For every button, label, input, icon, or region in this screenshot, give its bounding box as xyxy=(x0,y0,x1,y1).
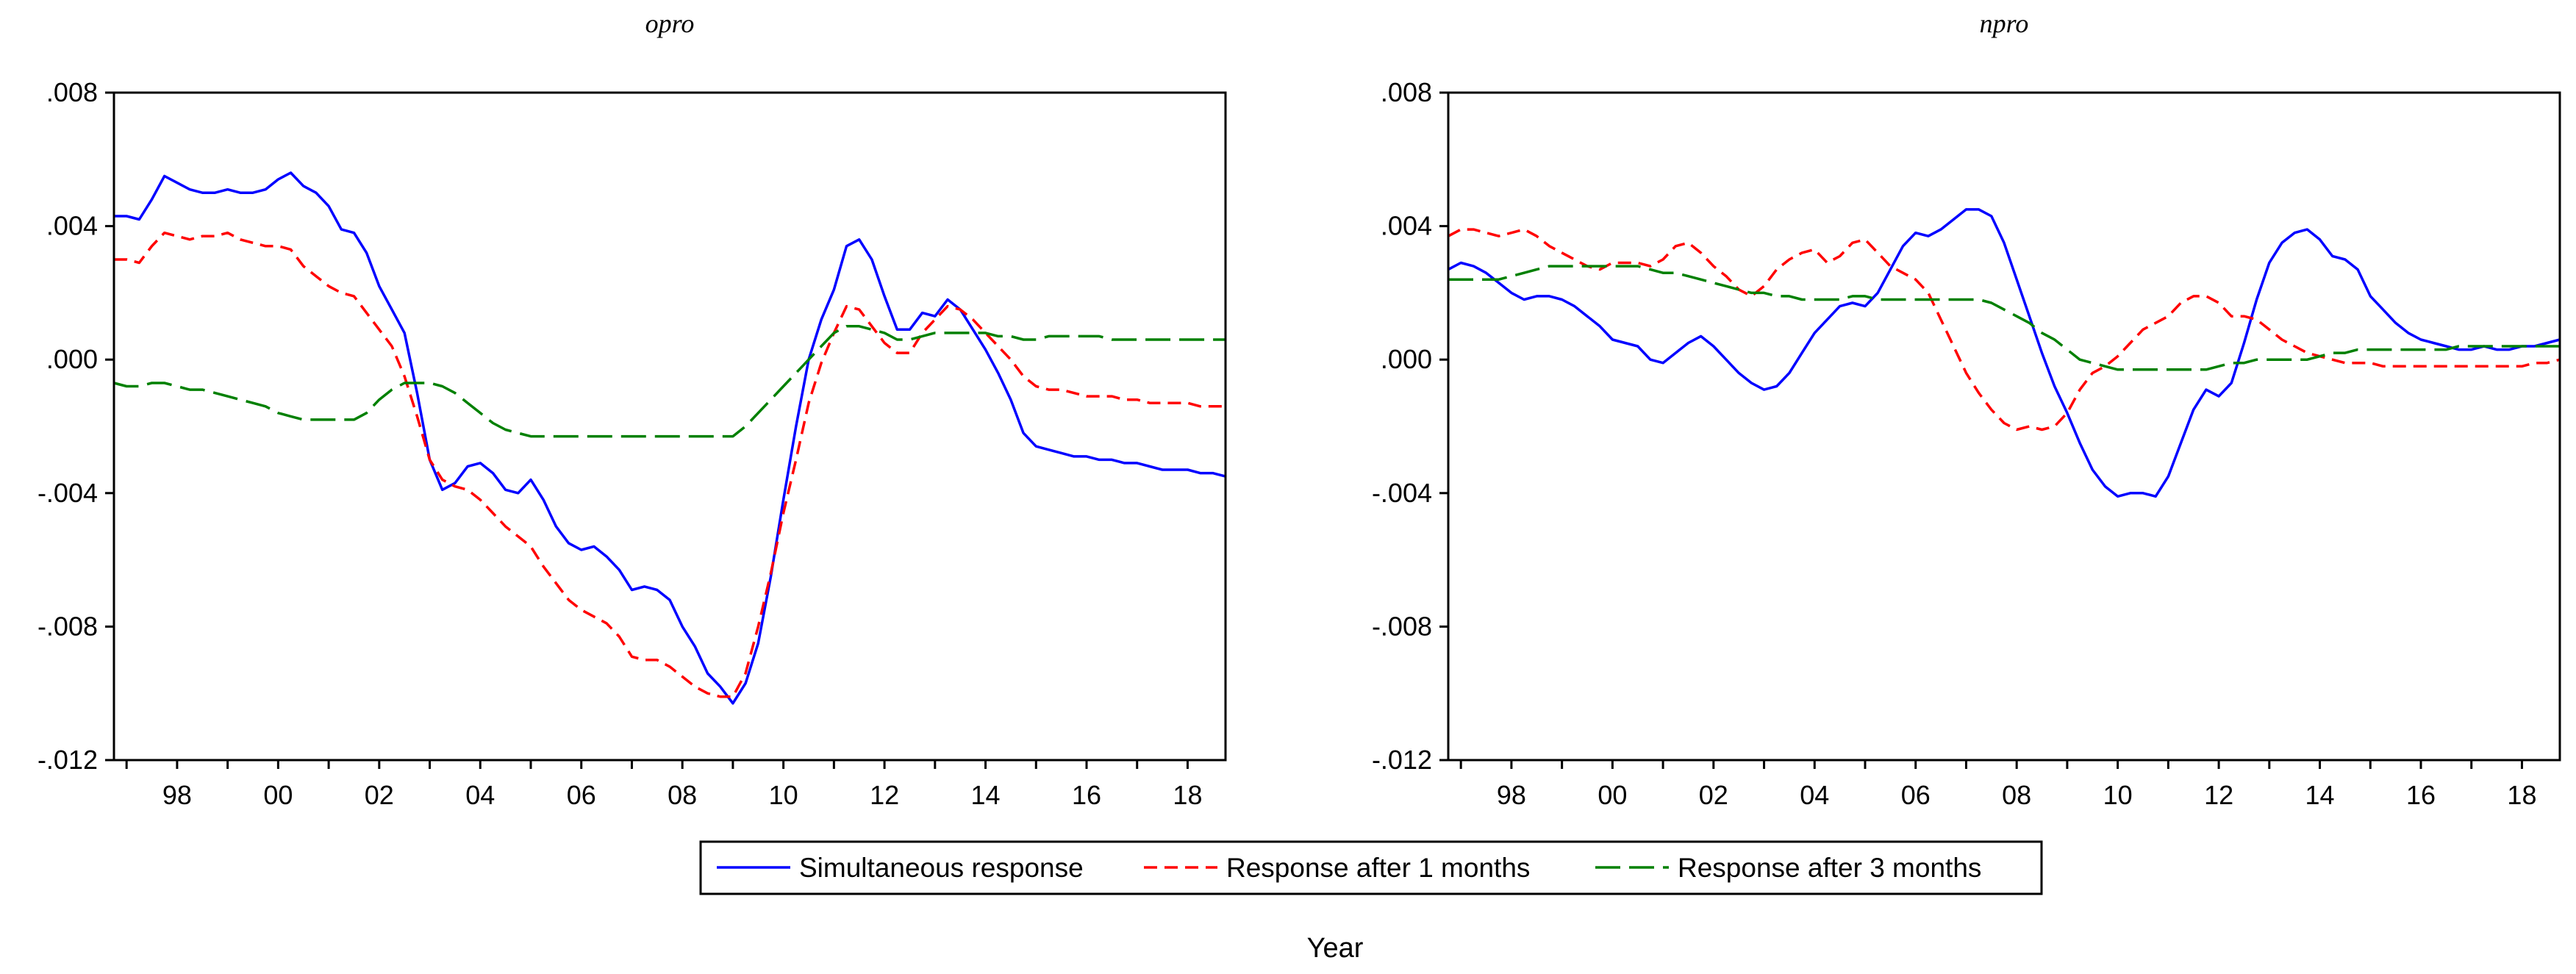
x-tick-label: 10 xyxy=(769,780,798,810)
panel-title: opro xyxy=(645,9,695,38)
series-line-response-after-1-months xyxy=(1448,228,2561,432)
legend-label: Response after 3 months xyxy=(1678,853,1981,883)
series-line-simultaneous-response xyxy=(114,171,1226,705)
x-tick-label: 06 xyxy=(567,780,596,810)
y-tick-label: -.004 xyxy=(37,478,98,508)
x-tick-label: 12 xyxy=(2204,780,2233,810)
panel-npro: npro .008 .004 .000 -.004 -.008 -.012 98 00 02 04 0… xyxy=(1372,9,2561,810)
plot-frame xyxy=(112,91,1227,762)
panel-opro: opro .008 .004 .000 -.004 -.008 -.012 98 00 02 04 0… xyxy=(37,9,1227,810)
y-tick-label: -.004 xyxy=(1372,478,1432,508)
y-tick-label: .004 xyxy=(1381,211,1432,241)
series-line-response-after-3-months xyxy=(1448,265,2560,371)
x-tick-label: 98 xyxy=(1497,780,1526,810)
x-tick-label: 16 xyxy=(1072,780,1101,810)
y-tick-label: -.008 xyxy=(37,611,98,641)
plot-frame xyxy=(1447,91,2561,762)
y-tick-label: .008 xyxy=(1381,77,1432,107)
x-tick-label: 00 xyxy=(1598,780,1627,810)
legend-label: Response after 1 months xyxy=(1226,853,1530,883)
panel-title: npro xyxy=(1980,9,2029,38)
x-tick-label: 04 xyxy=(1800,780,1829,810)
x-tick-label: 08 xyxy=(668,780,697,810)
y-tick-label: -.008 xyxy=(1372,611,1432,641)
x-tick-label: 18 xyxy=(1173,780,1202,810)
x-tick-label: 14 xyxy=(2305,780,2335,810)
x-tick-label: 10 xyxy=(2103,780,2133,810)
y-tick-label: .004 xyxy=(46,211,98,241)
legend-box xyxy=(699,840,2043,895)
x-tick-label: 02 xyxy=(365,780,394,810)
y-tick-label: .000 xyxy=(46,344,98,374)
y-tick-label: .008 xyxy=(46,77,98,107)
x-tick-label: 08 xyxy=(2002,780,2031,810)
y-tick-label: -.012 xyxy=(1372,745,1432,775)
x-tick-label: 02 xyxy=(1699,780,1728,810)
y-tick-label: .000 xyxy=(1381,344,1432,374)
x-tick-label: 12 xyxy=(870,780,899,810)
series-line-response-after-1-months xyxy=(114,231,1226,698)
x-tick-label: 04 xyxy=(465,780,495,810)
x-axis-label: Year xyxy=(1307,933,1364,964)
y-tick-label: -.012 xyxy=(37,745,98,775)
x-tick-label: 16 xyxy=(2406,780,2436,810)
x-tick-label: 06 xyxy=(1901,780,1931,810)
series-line-simultaneous-response xyxy=(1448,208,2561,498)
legend-label: Simultaneous response xyxy=(799,853,1084,883)
x-tick-label: 98 xyxy=(162,780,192,810)
series-line-response-after-3-months xyxy=(113,325,1226,438)
x-tick-label: 14 xyxy=(971,780,1001,810)
x-tick-label: 18 xyxy=(2507,780,2536,810)
legend: Simultaneous response Response after 1 mo… xyxy=(699,840,2043,895)
x-tick-label: 00 xyxy=(263,780,293,810)
